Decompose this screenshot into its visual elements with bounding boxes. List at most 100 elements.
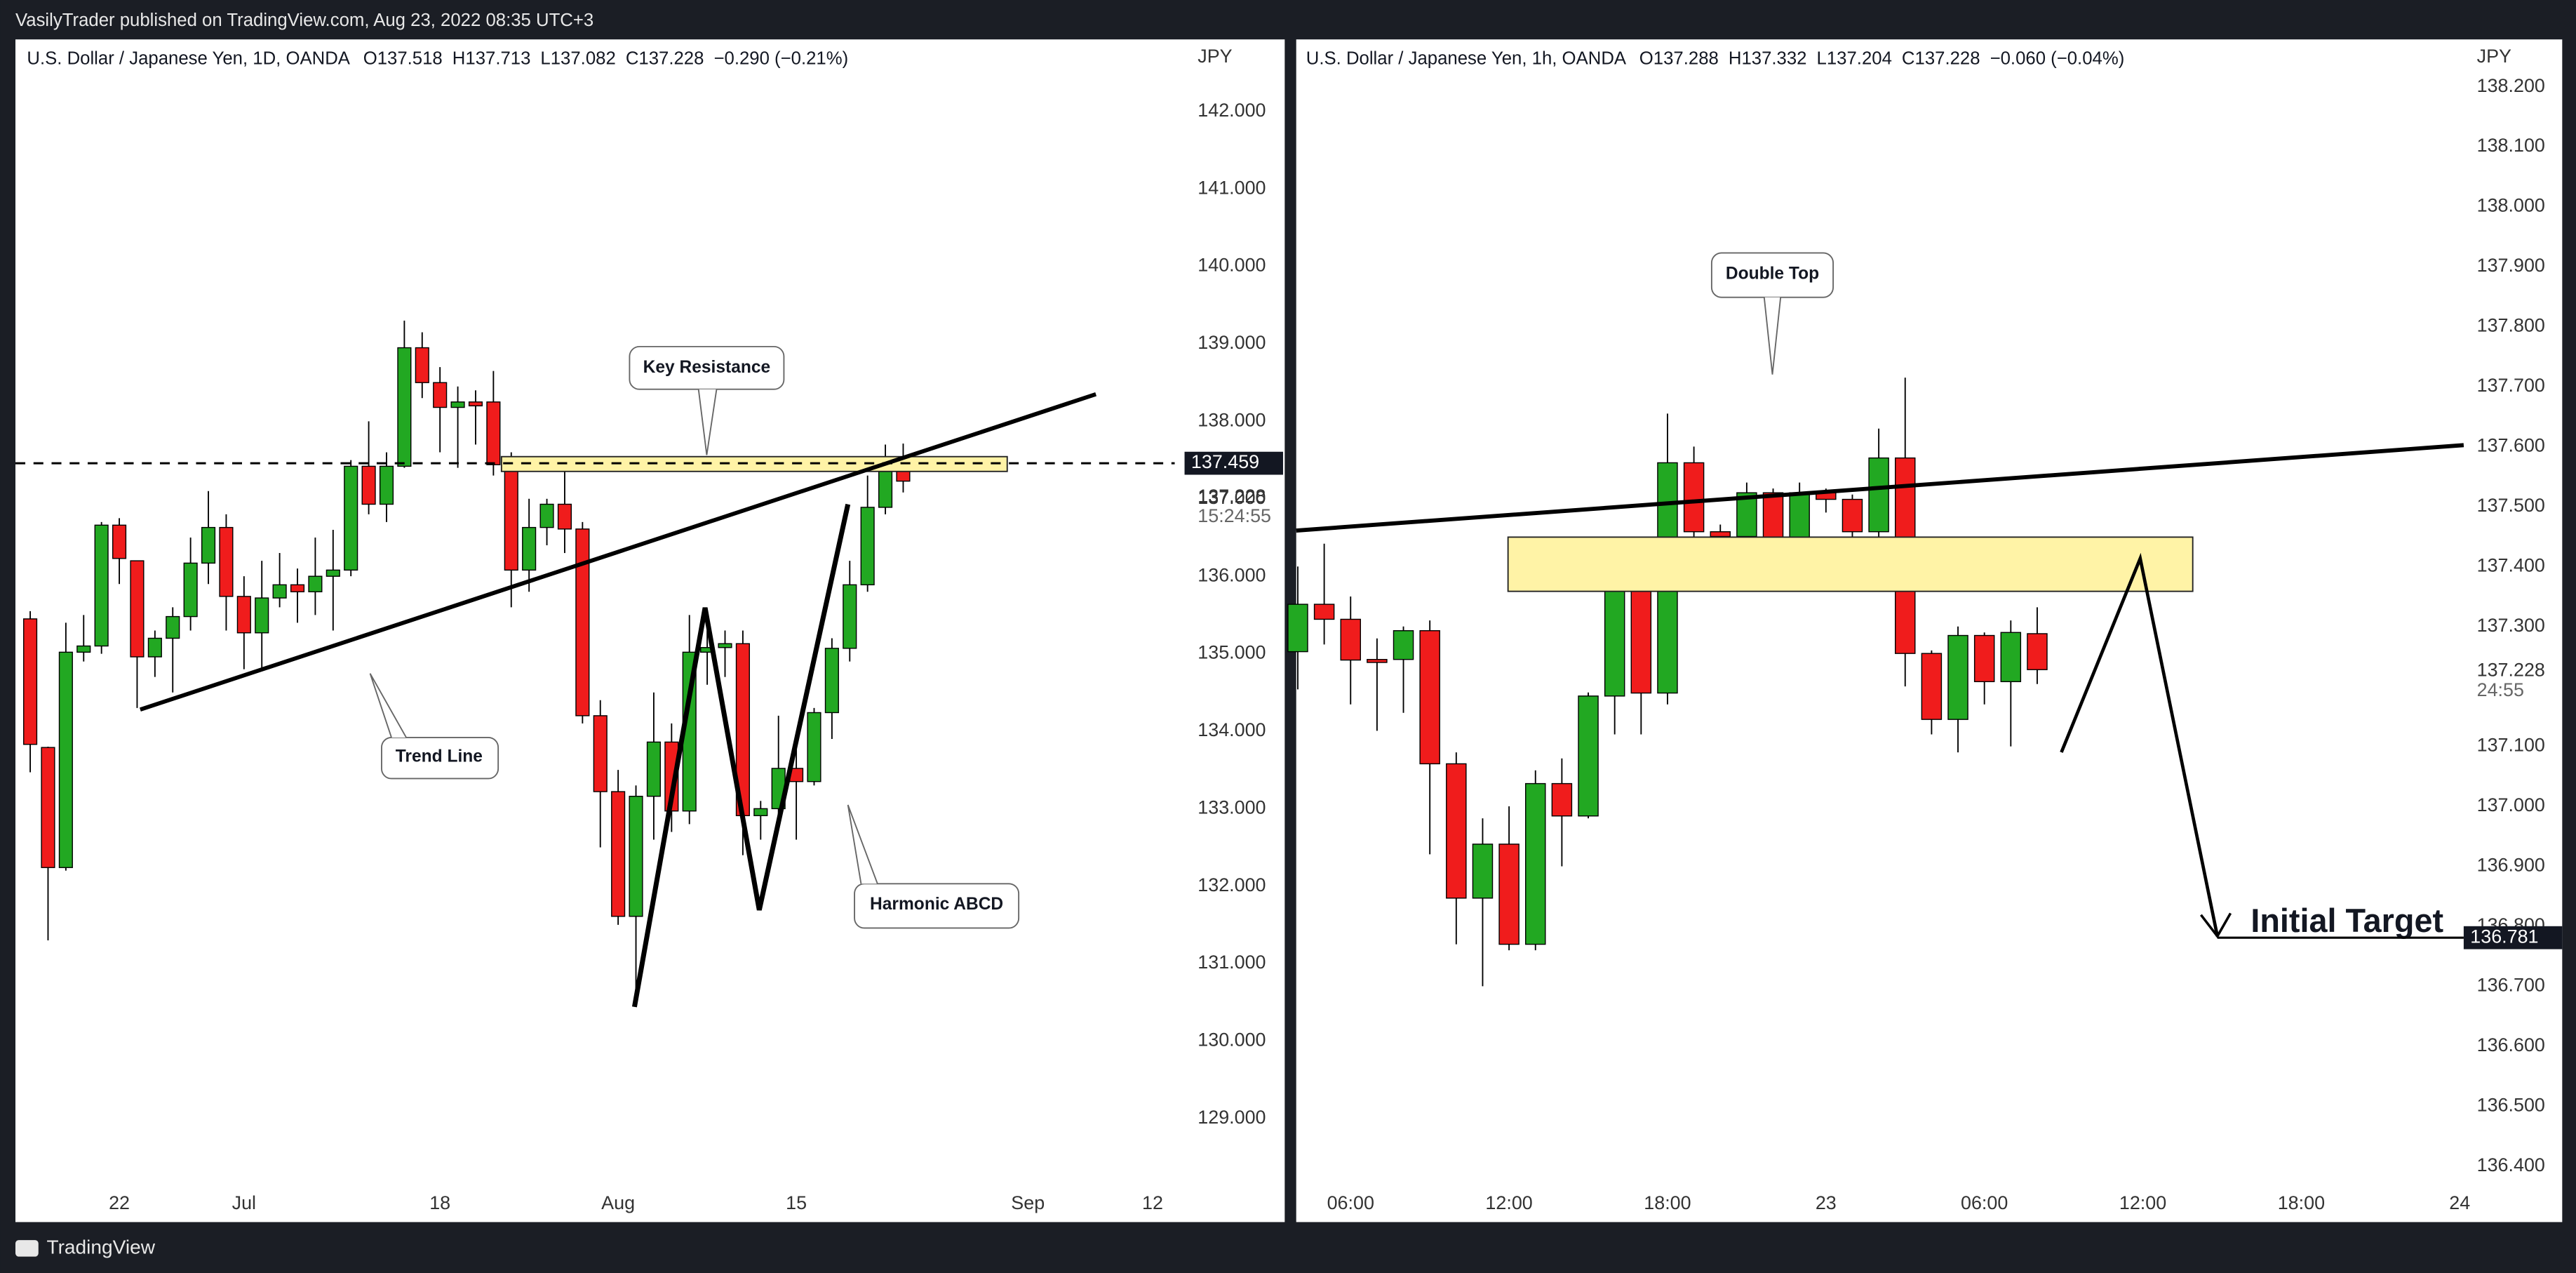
candle-body <box>504 464 518 571</box>
candle-body <box>1367 659 1388 663</box>
candle-body <box>1551 782 1573 817</box>
right-chart: 136.400136.500136.600136.700136.800136.9… <box>1287 75 2545 1213</box>
y-tick-label: 131.000 <box>1198 952 1266 973</box>
left-panel <box>15 39 1285 1222</box>
candle-body <box>1472 844 1494 899</box>
bubble <box>854 883 1020 929</box>
candle-body <box>183 562 198 618</box>
candle-body <box>824 648 839 714</box>
last-price: 137.228 <box>1198 486 1266 507</box>
legend: U.S. Dollar / Japanese Yen, 1D, OANDA O13… <box>27 48 848 68</box>
candle-body <box>290 584 305 592</box>
y-tick-label: 135.000 <box>1198 642 1266 663</box>
x-tick-label: 18:00 <box>1644 1192 1691 1213</box>
resistance-zone <box>500 455 1008 472</box>
candle-body <box>1313 604 1335 620</box>
candle-body <box>539 503 554 528</box>
bubble-pointer <box>1763 297 1782 375</box>
candle-body <box>450 401 465 408</box>
candle-body <box>272 584 287 599</box>
right-panel <box>1296 39 2563 1222</box>
x-tick-label: 12 <box>1142 1192 1163 1213</box>
y-tick-label: 136.000 <box>1198 564 1266 585</box>
y-tick-label: 137.500 <box>2477 495 2545 516</box>
y-tick-label: 138.000 <box>2477 195 2545 216</box>
y-tick-label: 140.000 <box>1198 255 1266 276</box>
x-tick-label: 12:00 <box>1485 1192 1532 1213</box>
candle-body <box>1498 844 1520 945</box>
y-tick-label: 136.400 <box>2477 1154 2545 1175</box>
candle-body <box>219 526 234 597</box>
y-tick-label: 136.700 <box>2477 975 2545 996</box>
candle-body <box>1340 618 1361 661</box>
y-tick-label: 136.500 <box>2477 1094 2545 1115</box>
candle-body <box>361 465 376 505</box>
price-label: 136.781 <box>2470 926 2538 947</box>
annotation: Harmonic ABCD <box>870 895 1003 914</box>
countdown: 15:24:55 <box>1198 505 1271 526</box>
y-tick-label: 137.600 <box>2477 434 2545 455</box>
candle-body <box>1762 492 1784 539</box>
candle-body <box>486 401 501 465</box>
candle-body <box>593 715 608 792</box>
candle-body <box>2000 632 2022 683</box>
candle-body <box>147 637 162 658</box>
x-tick-label: 24 <box>2449 1192 2470 1213</box>
y-tick-label: 137.100 <box>2477 735 2545 756</box>
candle-body <box>1604 590 1625 697</box>
bubble-pointer <box>697 389 718 455</box>
candle-body <box>201 526 216 564</box>
candle-body <box>611 791 626 917</box>
candle-body <box>1287 604 1308 653</box>
y-tick-label: 141.000 <box>1198 177 1266 198</box>
candle-body <box>58 651 73 868</box>
candle-body <box>23 618 38 745</box>
y-tick-label: 137.000 <box>2477 794 2545 815</box>
candle-body <box>41 747 55 868</box>
last-price: 137.228 <box>2477 660 2545 681</box>
x-tick-label: 18 <box>429 1192 450 1213</box>
candle-body <box>112 524 127 559</box>
candle-body <box>1578 695 1599 817</box>
legend: U.S. Dollar / Japanese Yen, 1h, OANDA O13… <box>1306 48 2125 68</box>
candle-body <box>255 597 269 634</box>
candle-body <box>718 643 732 648</box>
x-tick-label: 06:00 <box>1327 1192 1374 1213</box>
candle-body <box>1710 531 1731 538</box>
brand: TradingView <box>46 1236 155 1258</box>
resistance-zone <box>1507 536 2194 592</box>
candle-body <box>433 382 448 408</box>
candle-body <box>1947 634 1968 720</box>
trend-line <box>1296 443 2464 533</box>
bubble-pointer <box>369 673 407 738</box>
y-tick-label: 137.700 <box>2477 375 2545 396</box>
y-tick-label: 130.000 <box>1198 1029 1266 1051</box>
candle-body <box>1630 590 1652 694</box>
y-tick-label: 136.900 <box>2477 855 2545 876</box>
x-tick-label: 06:00 <box>1961 1192 2008 1213</box>
countdown: 24:55 <box>2477 679 2524 700</box>
candle-body <box>76 645 91 653</box>
candle-body <box>379 465 394 505</box>
y-tick-label: 142.000 <box>1198 100 1266 121</box>
candle-body <box>807 712 821 782</box>
x-tick-label: 18:00 <box>2278 1192 2325 1213</box>
y-tick-label: 133.000 <box>1198 797 1266 818</box>
x-tick-label: Jul <box>232 1192 256 1213</box>
currency: JPY <box>1198 46 1232 67</box>
candle-body <box>860 507 875 586</box>
candle-body <box>1789 492 1810 539</box>
y-tick-label: 137.300 <box>2477 615 2545 636</box>
candle-body <box>94 524 109 647</box>
currency: JPY <box>2477 46 2511 67</box>
candle-body <box>753 808 768 816</box>
bubble-pointer <box>847 804 878 884</box>
candle-body <box>1419 629 1440 765</box>
y-tick-label: 137.400 <box>2477 554 2545 575</box>
y-tick-label: 138.200 <box>2477 75 2545 96</box>
y-tick-label: 136.600 <box>2477 1034 2545 1055</box>
candle-body <box>468 401 483 407</box>
candle-body <box>2027 633 2048 670</box>
candle-body <box>843 584 857 649</box>
